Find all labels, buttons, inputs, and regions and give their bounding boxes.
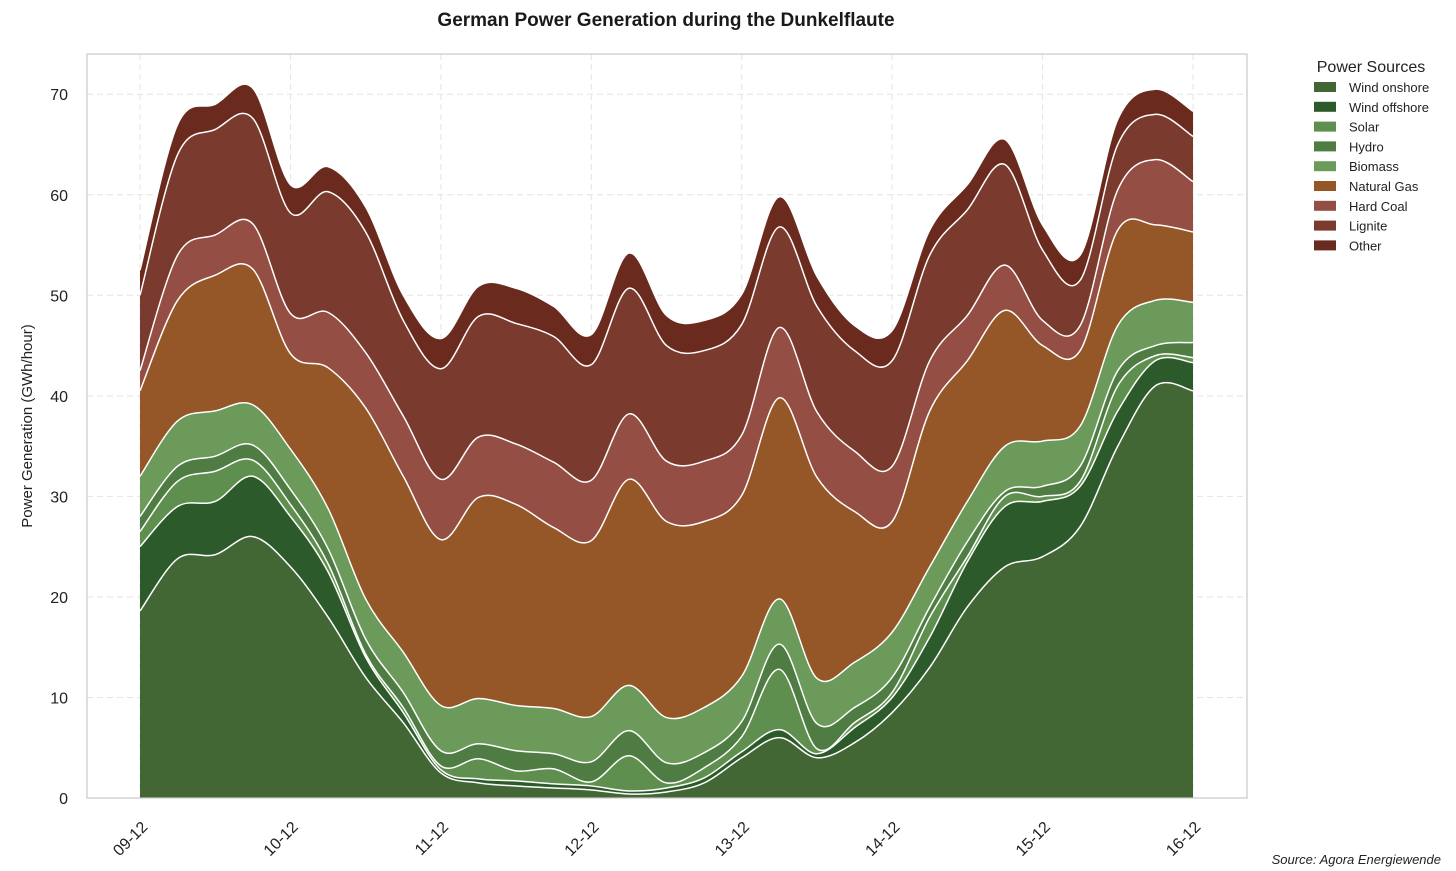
y-tick-label-1: 10: [50, 690, 68, 707]
x-tick-label-0: 09-12: [110, 819, 151, 860]
y-tick-label-3: 30: [50, 489, 68, 506]
edge-wind-offshore: [139, 356, 1194, 792]
edge-hard-coal: [139, 158, 1194, 483]
y-tick-label-4: 40: [50, 389, 68, 406]
plot-frame: [86, 53, 1248, 799]
y-tick-label-5: 50: [50, 288, 68, 305]
area-lignite: [140, 113, 1193, 483]
plot-area: 0 10 20 30 40 50 60 70 09-12 10-12 11-12 12-12 13-12…: [50, 53, 1248, 860]
x-tick-label-3: 12-12: [562, 819, 603, 860]
legend-title: Power Sources: [1317, 59, 1426, 76]
x-tick-label-1: 10-12: [261, 819, 302, 860]
area-hard-coal: [140, 159, 1193, 543]
legend-label-wind-onshore: Wind onshore: [1349, 80, 1429, 95]
legend-label-wind-offshore: Wind offshore: [1349, 100, 1429, 115]
y-axis-label: Power Generation (GWh/hour): [19, 324, 36, 527]
edge-hydro: [139, 341, 1194, 765]
chart-title: German Power Generation during the Dunke…: [437, 10, 894, 31]
area-wind-offshore: [140, 357, 1193, 795]
legend-label-lignite: Lignite: [1349, 219, 1387, 234]
x-tick-label-5: 14-12: [862, 819, 903, 860]
area-other: [140, 84, 1193, 369]
legend: Power Sources Wind onshore Wind offshore S…: [1314, 59, 1429, 253]
area-natural-gas: [140, 219, 1193, 719]
x-tick-label-6: 15-12: [1013, 819, 1054, 860]
x-tick-label-2: 11-12: [412, 819, 452, 859]
source-note: Source: Agora Energiewende: [1272, 852, 1441, 867]
legend-swatch-wind-onshore: [1314, 82, 1336, 92]
x-tick-label-7: 16-12: [1163, 819, 1204, 860]
edge-biomass: [139, 298, 1194, 720]
area-wind-onshore: [140, 382, 1193, 798]
legend-swatch-hard-coal: [1314, 200, 1336, 211]
y-tick-label-0: 0: [59, 791, 68, 808]
legend-label-other: Other: [1349, 238, 1382, 253]
legend-swatch-biomass: [1314, 161, 1336, 172]
y-tick-label-2: 20: [50, 590, 68, 607]
legend-swatch-other: [1314, 240, 1336, 251]
edge-other: [139, 83, 1194, 340]
edge-wind-onshore: [139, 381, 1194, 795]
legend-label-hydro: Hydro: [1349, 139, 1384, 154]
x-tick-label-4: 13-12: [712, 819, 753, 860]
legend-swatch-hydro: [1314, 141, 1336, 152]
edge-solar: [139, 353, 1194, 784]
edge-natural-gas: [139, 218, 1194, 544]
legend-swatch-lignite: [1314, 220, 1336, 231]
y-tick-label-7: 70: [50, 87, 68, 104]
legend-label-hard-coal: Hard Coal: [1349, 199, 1408, 214]
legend-label-natural-gas: Natural Gas: [1349, 179, 1419, 194]
legend-swatch-wind-offshore: [1314, 101, 1336, 112]
edge-lignite: [139, 112, 1194, 370]
legend-swatch-solar: [1314, 121, 1336, 132]
y-tick-label-6: 60: [50, 188, 68, 205]
legend-label-solar: Solar: [1349, 120, 1380, 135]
legend-swatch-natural-gas: [1314, 181, 1336, 191]
legend-label-biomass: Biomass: [1349, 159, 1399, 174]
